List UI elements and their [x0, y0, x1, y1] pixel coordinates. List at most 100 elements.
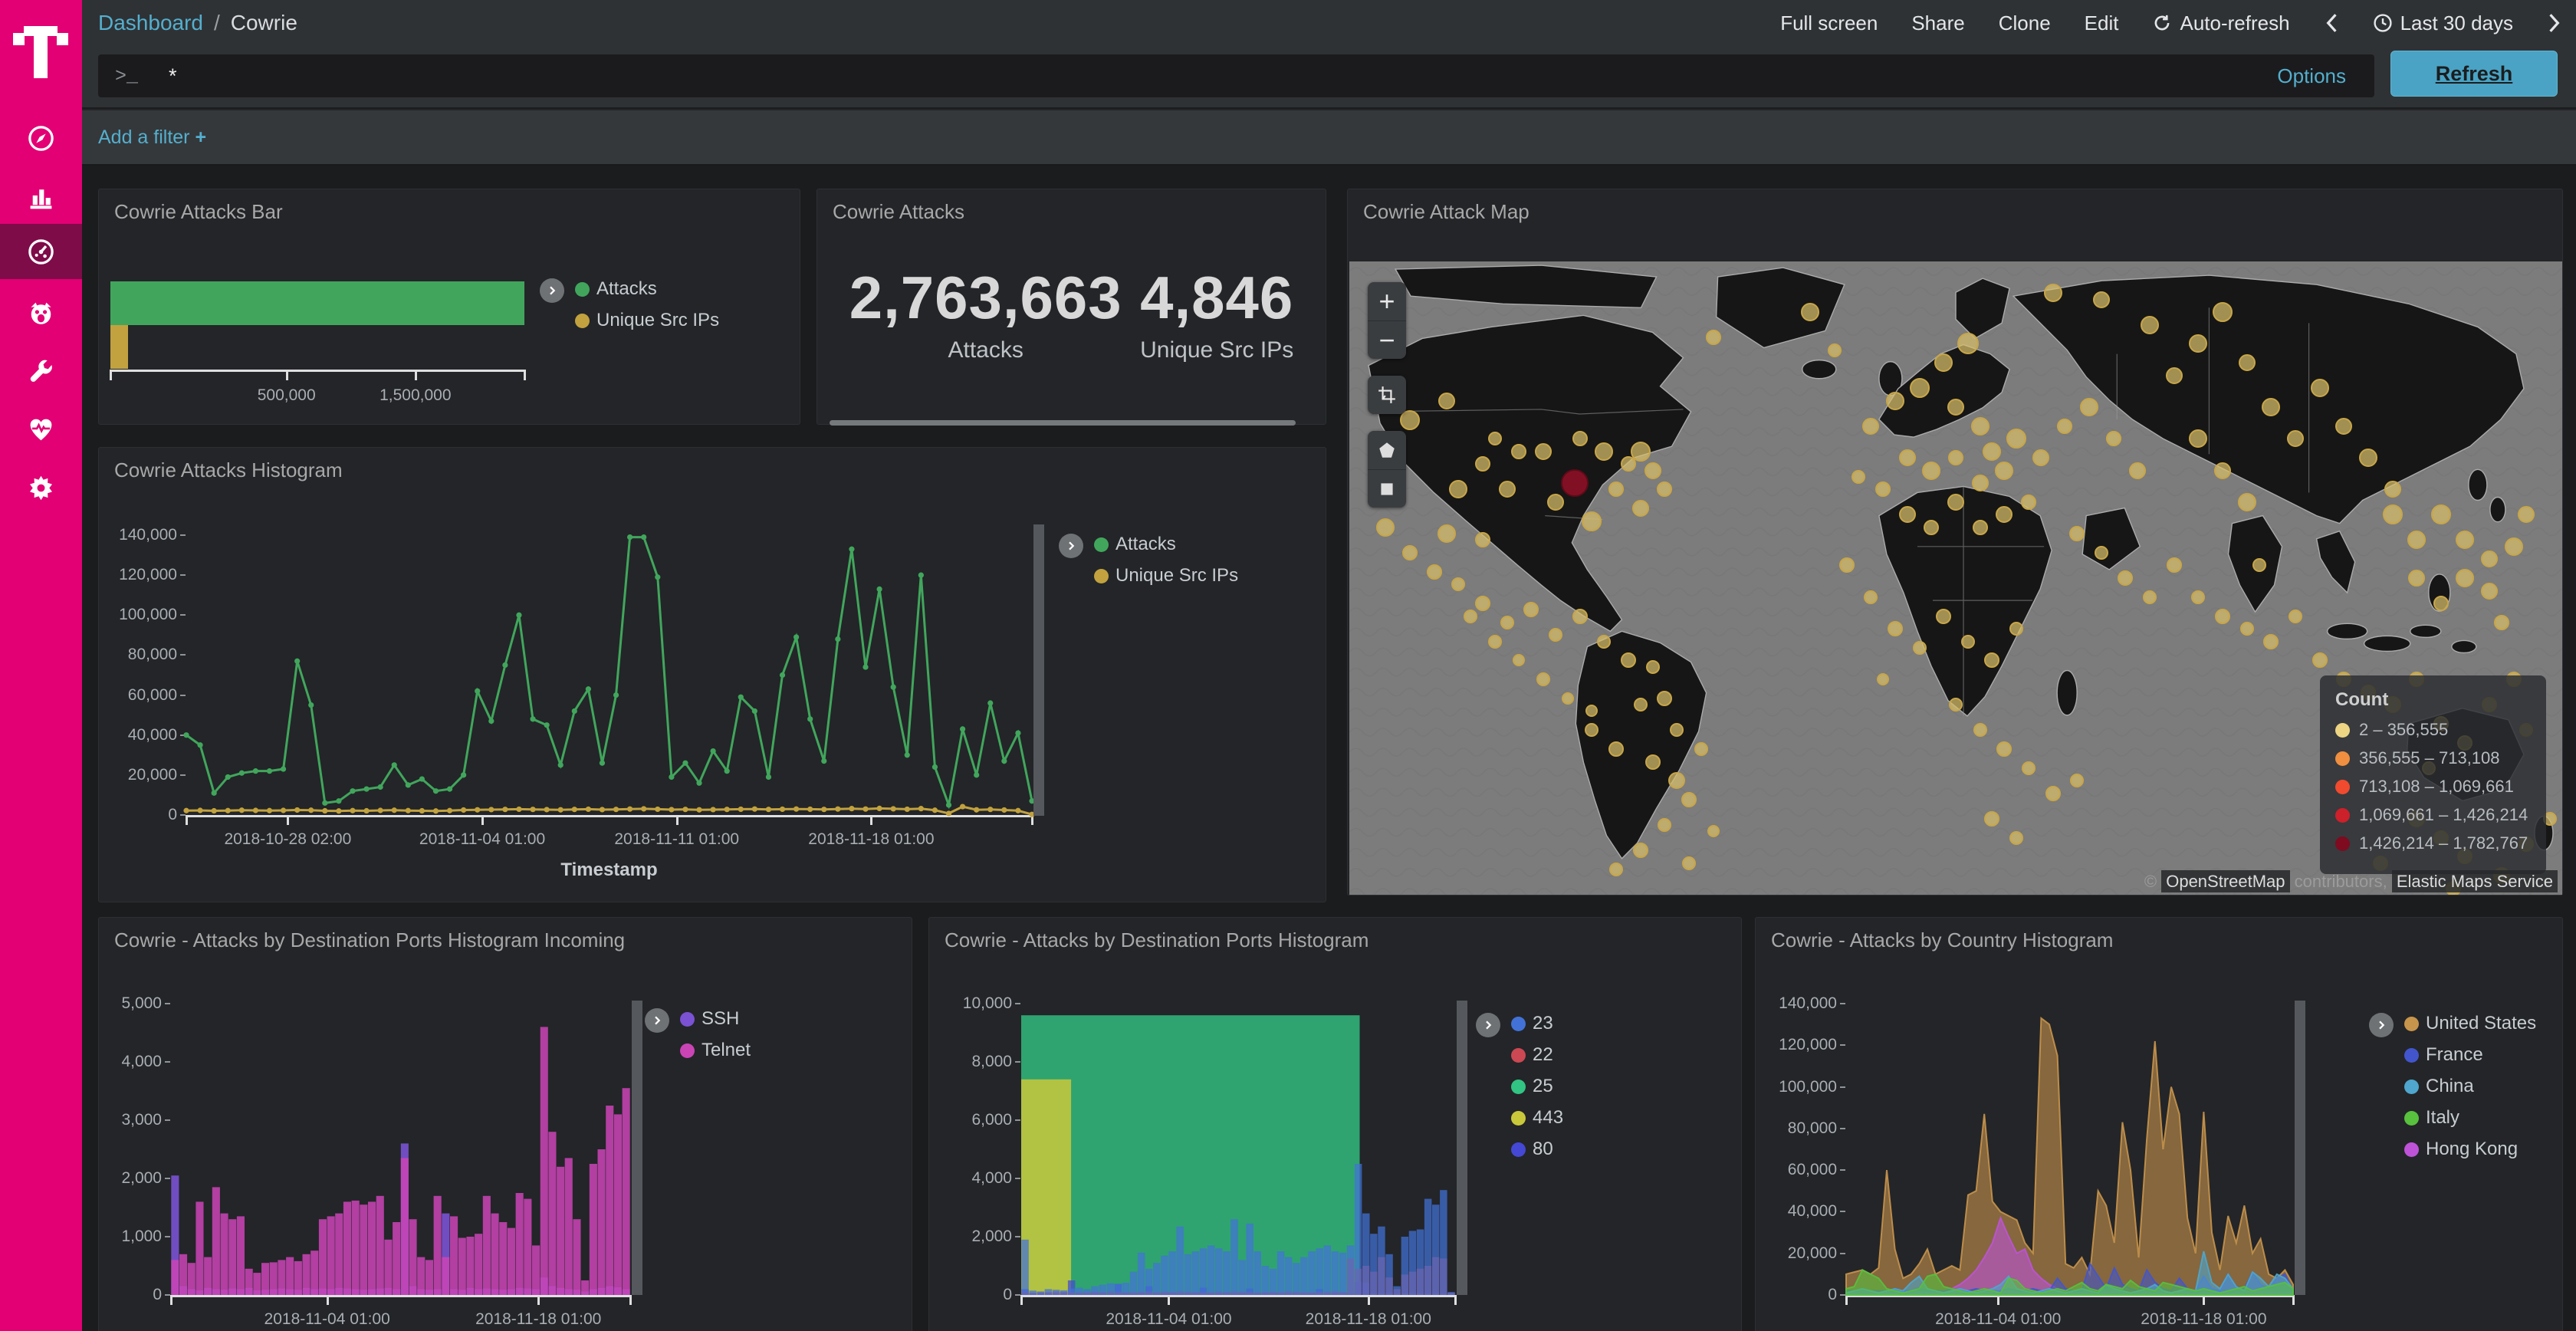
legend-item-25[interactable]: 25 — [1511, 1076, 1563, 1097]
sidebar-item-timelion[interactable] — [0, 285, 82, 340]
clone-button[interactable]: Clone — [1998, 11, 2051, 35]
map-attribution-text[interactable]: OpenStreetMap — [2161, 870, 2290, 892]
map-marker — [1597, 634, 1612, 649]
legend-label: United States — [2426, 1013, 2537, 1034]
chart-scroll-strip[interactable] — [632, 1001, 642, 1295]
legend-item-hong-kong[interactable]: Hong Kong — [2404, 1139, 2536, 1160]
auto-refresh-button[interactable]: Auto-refresh — [2152, 12, 2290, 35]
time-forward-button[interactable] — [2547, 13, 2562, 33]
map-marker — [1973, 723, 1987, 738]
map-legend-dot — [2335, 836, 2350, 851]
map-legend-label: 1,426,214 – 1,782,767 — [2359, 833, 2528, 853]
legend-expand-button[interactable] — [1059, 534, 1083, 558]
x-axis-line — [1021, 1295, 1455, 1297]
heartbeat-icon — [27, 416, 55, 444]
legend-item-443[interactable]: 443 — [1511, 1107, 1563, 1129]
legend-dot — [2404, 1110, 2419, 1126]
legend-item-ssh[interactable]: SSH — [680, 1008, 751, 1030]
panel-title[interactable]: Cowrie - Attacks by Country Histogram — [1771, 928, 2114, 951]
map-marker — [2189, 429, 2208, 449]
panel-cowrie-attack-map: Cowrie Attack Map — [1347, 189, 2563, 896]
legend-item-france[interactable]: France — [2404, 1044, 2536, 1066]
legend-item-attacks[interactable]: Attacks — [1094, 534, 1238, 555]
chart-scroll-strip[interactable] — [2295, 1001, 2305, 1295]
map-marker — [1376, 518, 1395, 537]
map-marker — [1513, 654, 1526, 667]
query-input[interactable] — [169, 64, 2086, 88]
panel-country-histogram: Cowrie - Attacks by Country Histogram 0 2… — [1755, 917, 2563, 1331]
map-marker — [1924, 519, 1940, 535]
map-marker — [1681, 792, 1697, 808]
legend-item-80[interactable]: 80 — [1511, 1139, 1563, 1160]
refresh-button[interactable]: Refresh — [2390, 51, 2558, 97]
map-marker — [2214, 462, 2232, 479]
draw-polygon-button[interactable] — [1368, 431, 1406, 469]
legend-item-22[interactable]: 22 — [1511, 1044, 1563, 1066]
time-range-picker[interactable]: Last 30 days — [2373, 12, 2513, 35]
map-marker — [2009, 830, 2024, 845]
legend-expand-button[interactable] — [540, 278, 564, 303]
map-marker — [1595, 442, 1614, 461]
panel-title[interactable]: Cowrie Attacks Histogram — [114, 458, 343, 481]
edit-button[interactable]: Edit — [2084, 11, 2119, 35]
legend-item-united-states[interactable]: United States — [2404, 1013, 2536, 1034]
legend-item-unique-src-ips[interactable]: Unique Src IPs — [575, 310, 719, 331]
world-map[interactable]: + − Count — [1349, 261, 2562, 895]
legend-dot — [2404, 1079, 2419, 1094]
share-button[interactable]: Share — [1911, 11, 1965, 35]
legend-items: United States France China Italy Hong Kong — [2404, 1013, 2536, 1160]
t-mobile-logo[interactable] — [13, 12, 68, 80]
legend-expand-button[interactable] — [2369, 1013, 2394, 1037]
legend-item-china[interactable]: China — [2404, 1076, 2536, 1097]
panel-title[interactable]: Cowrie Attack Map — [1363, 200, 1530, 223]
map-marker — [2456, 569, 2475, 587]
map-marker — [1694, 742, 1708, 757]
sidebar-item-dashboard[interactable] — [0, 224, 82, 279]
legend-item-italy[interactable]: Italy — [2404, 1107, 2536, 1129]
sidebar-item-management[interactable] — [0, 460, 82, 515]
legend-dot — [575, 281, 590, 297]
time-back-button[interactable] — [2324, 13, 2339, 33]
y-axis-tick-label: 100,000 — [1779, 1077, 1837, 1096]
legend-items: Attacks Unique Src IPs — [1094, 534, 1238, 587]
terminal-prompt-icon: >_ — [115, 64, 139, 87]
fit-bounds-crop-icon[interactable] — [1368, 376, 1406, 414]
map-attribution-text[interactable]: Elastic Maps Service — [2391, 870, 2558, 892]
chart-scroll-strip[interactable] — [1033, 524, 1044, 816]
map-marker — [2105, 431, 2121, 447]
legend-expand-button[interactable] — [645, 1008, 669, 1033]
legend-expand-button[interactable] — [1476, 1013, 1500, 1037]
zoom-in-button[interactable]: + — [1378, 285, 1395, 317]
panel-title[interactable]: Cowrie Attacks — [833, 200, 964, 223]
y-axis-tick-label: 120,000 — [119, 566, 177, 584]
x-axis-end-tick — [170, 1295, 172, 1305]
legend-item-23[interactable]: 23 — [1511, 1013, 1563, 1034]
sidebar-item-discover[interactable] — [0, 110, 82, 166]
x-axis-end-tick — [110, 370, 112, 380]
zoom-out-button[interactable]: − — [1368, 320, 1406, 359]
legend-dot — [2404, 1016, 2419, 1031]
sidebar-item-dev-tools[interactable] — [0, 343, 82, 399]
search-input[interactable]: >_ — [98, 54, 2374, 97]
draw-rectangle-button[interactable] — [1368, 469, 1406, 508]
top-nav-actions: Full screen Share Clone Edit Auto-refres… — [1780, 0, 2562, 46]
panel-title[interactable]: Cowrie Attacks Bar — [114, 200, 283, 223]
legend-item-telnet[interactable]: Telnet — [680, 1040, 751, 1061]
add-filter-link[interactable]: Add a filter + — [98, 126, 207, 148]
sidebar-item-visualize[interactable] — [0, 169, 82, 224]
sidebar-item-monitoring[interactable] — [0, 402, 82, 457]
breadcrumb-dashboard-link[interactable]: Dashboard — [98, 11, 203, 35]
options-link[interactable]: Options — [2277, 64, 2346, 87]
panel-title[interactable]: Cowrie - Attacks by Destination Ports Hi… — [114, 928, 626, 951]
map-marker — [1862, 417, 1880, 435]
legend-item-attacks[interactable]: Attacks — [575, 278, 719, 300]
x-axis-tick-mark — [1997, 1295, 2000, 1305]
full-screen-button[interactable]: Full screen — [1780, 11, 1878, 35]
horizontal-scrollbar[interactable] — [830, 420, 1296, 426]
legend-item-unique-src-ips[interactable]: Unique Src IPs — [1094, 565, 1238, 587]
x-axis-line — [1846, 1295, 2293, 1297]
panel-title[interactable]: Cowrie - Attacks by Destination Ports Hi… — [945, 928, 1369, 951]
map-marker — [1451, 577, 1466, 592]
map-marker — [1934, 353, 1953, 373]
chart-scroll-strip[interactable] — [1457, 1001, 1467, 1295]
